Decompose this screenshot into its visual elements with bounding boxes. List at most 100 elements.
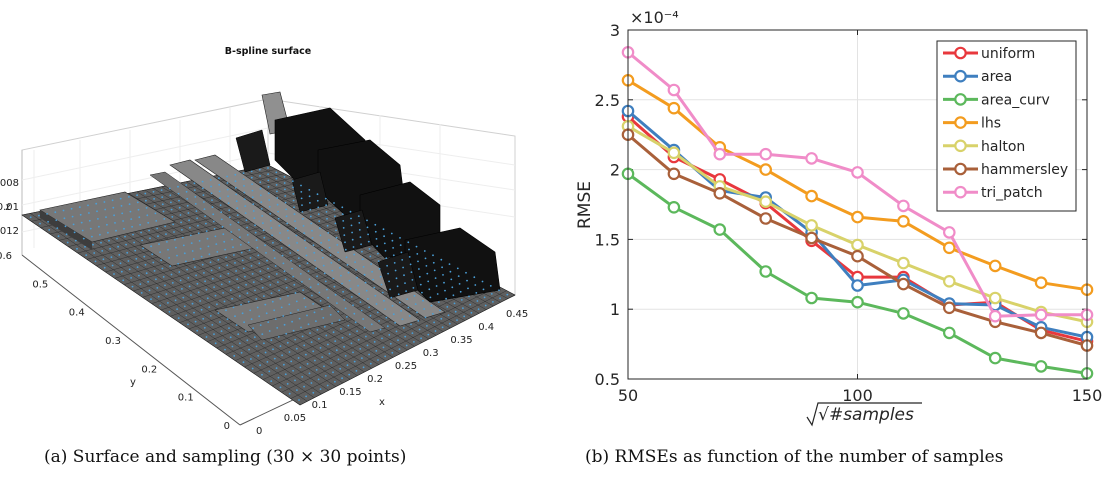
sample-point <box>362 318 364 320</box>
sample-point <box>359 348 362 350</box>
sample-point <box>433 269 436 272</box>
sample-point <box>344 241 346 244</box>
sample-point <box>230 231 233 233</box>
sample-point <box>188 285 191 288</box>
data-point <box>759 265 772 278</box>
sample-point <box>321 249 323 252</box>
sample-point <box>219 321 221 323</box>
sample-point <box>39 222 41 225</box>
sample-point <box>388 334 391 336</box>
sample-point <box>443 281 445 284</box>
y-tick-label: 0.6 <box>0 251 12 262</box>
sample-point <box>292 193 295 195</box>
sample-point <box>252 281 255 283</box>
sample-point <box>418 268 420 270</box>
sample-point <box>325 334 328 337</box>
sample-point <box>137 208 140 211</box>
sample-point <box>197 232 200 235</box>
sample-point <box>456 319 458 321</box>
sample-point <box>259 175 261 177</box>
sample-point <box>310 222 313 225</box>
sample-point <box>238 295 241 297</box>
sample-point <box>415 245 418 248</box>
sample-point <box>316 329 319 331</box>
sample-point <box>475 292 478 294</box>
data-point <box>713 187 727 200</box>
sample-point <box>437 301 440 303</box>
sample-point <box>130 277 133 279</box>
sample-point <box>155 278 157 281</box>
sample-point <box>252 203 255 206</box>
sample-point <box>305 353 307 356</box>
sample-point <box>436 293 439 295</box>
sample-point <box>484 304 487 307</box>
sample-point <box>218 267 221 269</box>
sample-point <box>394 269 397 272</box>
sample-point <box>258 168 261 171</box>
sample-point <box>365 289 368 292</box>
sample-point <box>128 203 131 206</box>
x-tick-label: 0 <box>256 426 262 437</box>
sample-point <box>389 288 391 291</box>
sample-point <box>107 231 109 234</box>
data-point <box>1034 276 1048 289</box>
sample-point <box>434 330 437 332</box>
sample-point <box>342 227 345 229</box>
sample-point <box>192 258 195 260</box>
sample-point <box>427 333 430 336</box>
sample-point <box>460 299 463 301</box>
sample-point <box>409 263 412 266</box>
sample-point <box>378 267 381 270</box>
sample-point <box>273 257 276 259</box>
sample-point <box>267 173 269 176</box>
sample-point <box>116 237 118 240</box>
sample-point <box>214 235 217 238</box>
y-exponent-label: ×10⁻⁴ <box>630 8 679 27</box>
sample-point <box>458 283 461 285</box>
sample-point <box>220 283 223 286</box>
sample-point <box>367 240 370 243</box>
sample-point <box>102 258 105 261</box>
sample-point <box>430 304 433 307</box>
sample-point <box>113 214 115 217</box>
data-point <box>942 326 956 340</box>
sample-point <box>219 275 222 277</box>
sample-point <box>354 261 356 263</box>
data-point <box>1034 360 1048 373</box>
sample-point <box>427 280 430 283</box>
sample-point <box>182 296 185 299</box>
sample-point <box>331 269 334 272</box>
sample-point <box>395 277 398 280</box>
sample-point <box>266 361 269 363</box>
sample-point <box>245 283 248 286</box>
sample-point <box>417 320 420 322</box>
sample-point <box>447 314 450 317</box>
sample-point <box>337 251 339 254</box>
sample-point <box>181 236 184 239</box>
sample-point <box>158 243 160 246</box>
sample-point <box>498 289 500 292</box>
sample-point <box>451 286 454 289</box>
sample-point <box>361 357 363 359</box>
sample-point <box>225 309 227 312</box>
sample-point <box>273 357 276 360</box>
sample-point <box>302 225 305 227</box>
sample-point <box>297 309 299 311</box>
sample-point <box>80 221 83 224</box>
sample-point <box>227 202 230 205</box>
sample-point <box>186 268 189 271</box>
sample-point <box>477 308 480 311</box>
sample-point <box>321 256 324 259</box>
sample-point <box>205 230 208 233</box>
sample-point <box>185 314 188 317</box>
sample-point <box>237 221 240 224</box>
legend-item: lhs <box>943 116 1001 132</box>
sample-point <box>422 299 424 302</box>
sample-point <box>369 255 372 258</box>
sample-point <box>319 347 322 349</box>
sample-point <box>341 282 343 285</box>
sample-point <box>463 315 466 318</box>
sample-point <box>385 257 388 260</box>
sample-point <box>287 237 290 239</box>
